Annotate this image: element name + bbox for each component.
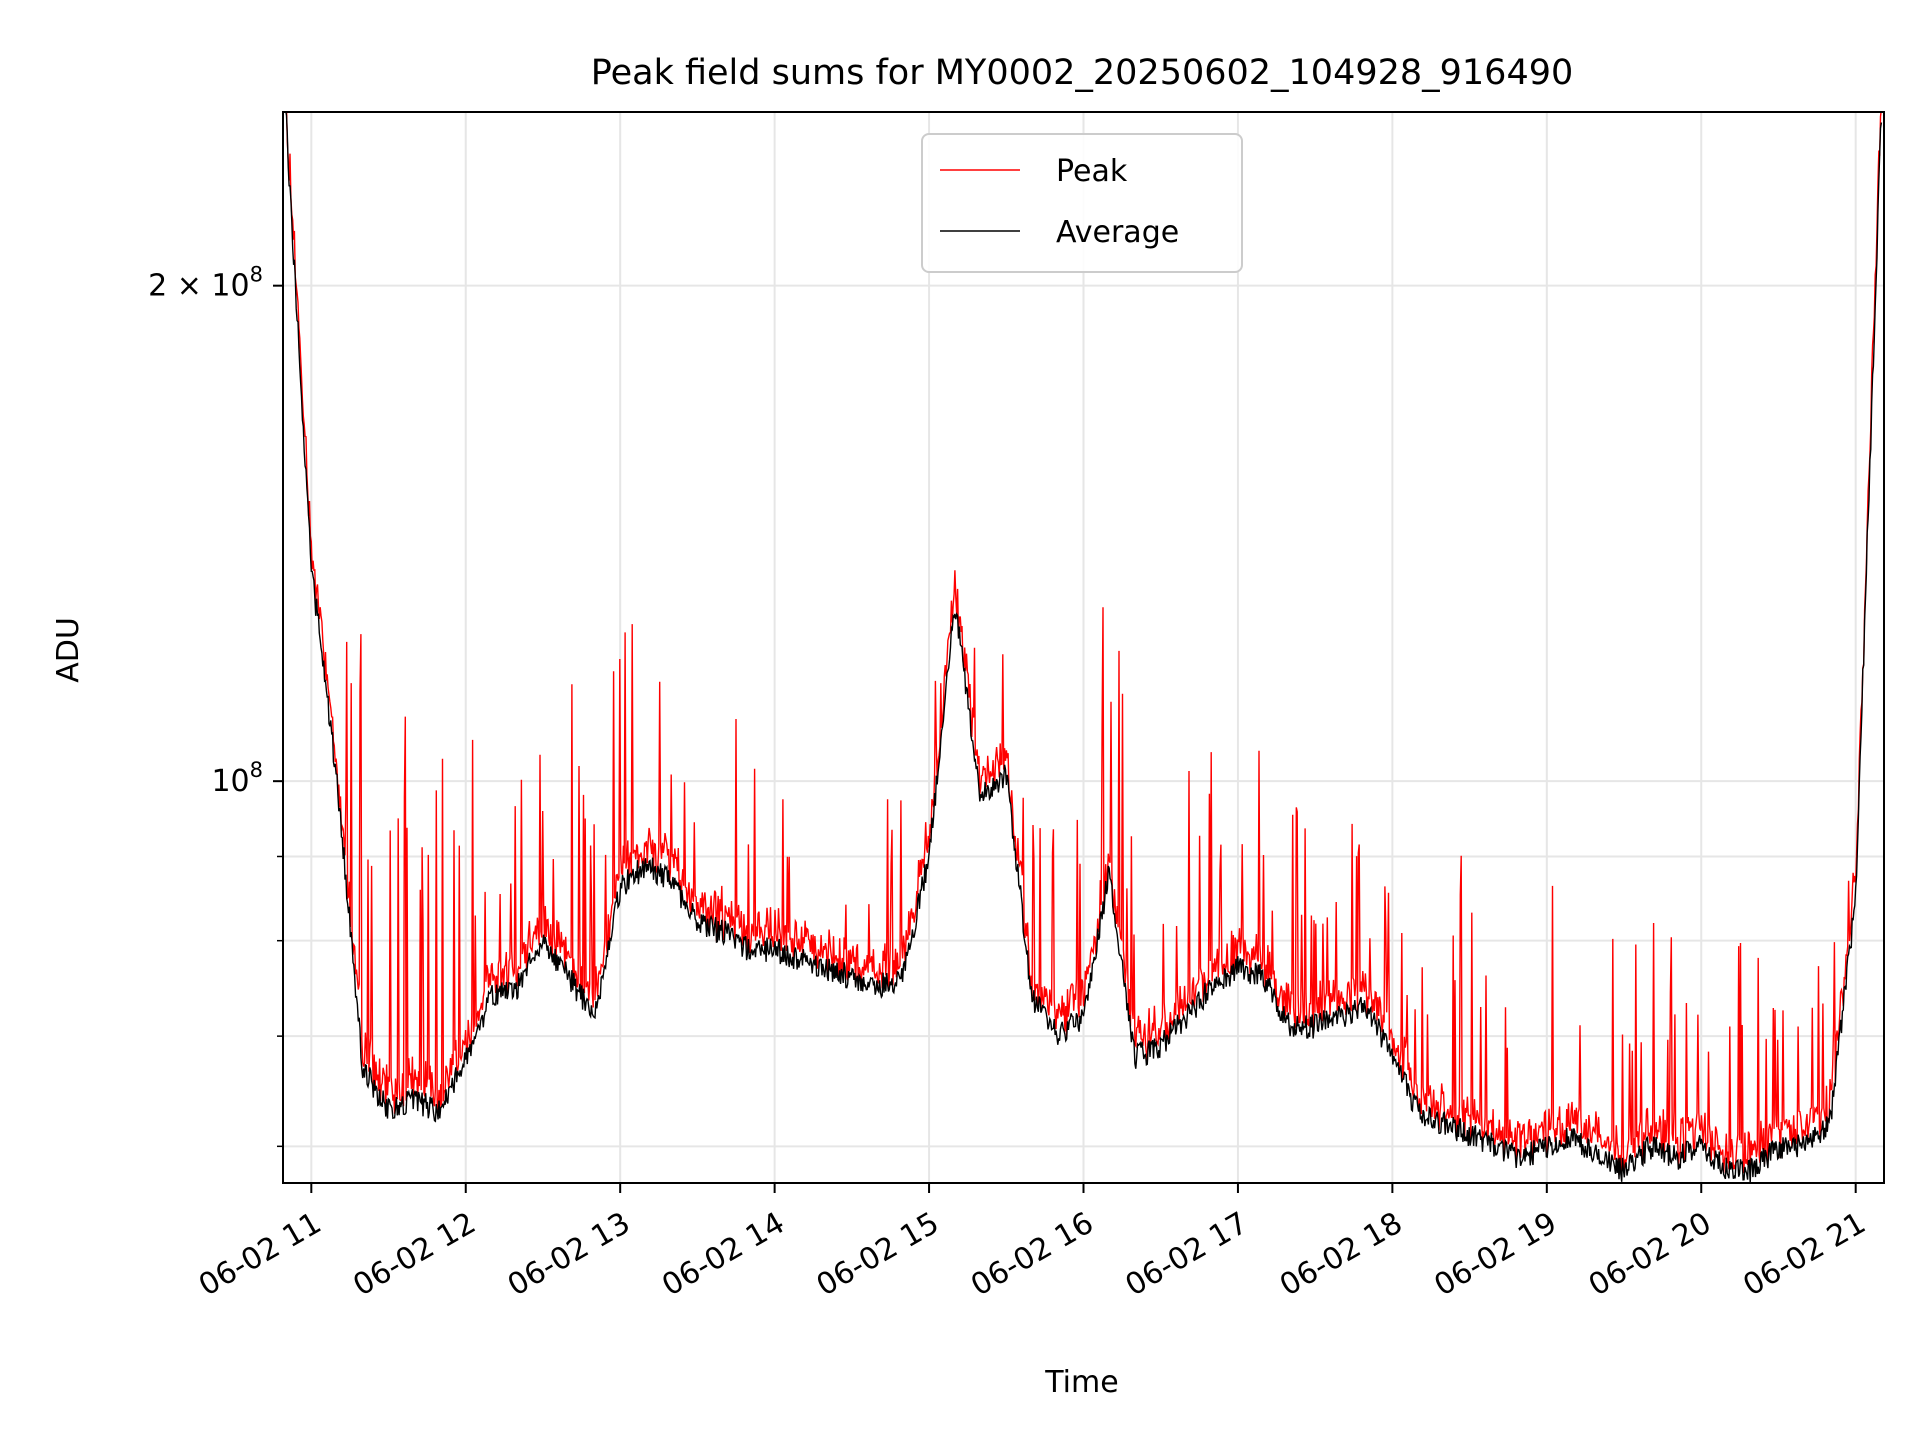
y-axis: 2 × 108 108 <box>148 263 283 1148</box>
y-tick-label: 108 <box>211 758 263 799</box>
y-axis-label: ADU <box>51 617 86 683</box>
legend-average-label: Average <box>1056 215 1179 250</box>
legend-box <box>921 133 1243 273</box>
legend-peak-label: Peak <box>1056 154 1128 189</box>
plot-area <box>285 112 1883 1183</box>
x-axis-label: Time <box>1044 1365 1118 1400</box>
chart-title: Peak field sums for MY0002_20250602_1049… <box>591 53 1574 93</box>
series-average-line <box>285 112 1883 1183</box>
y-tick-label: 2 × 108 <box>148 263 263 304</box>
legend: Peak Average <box>921 133 1243 273</box>
